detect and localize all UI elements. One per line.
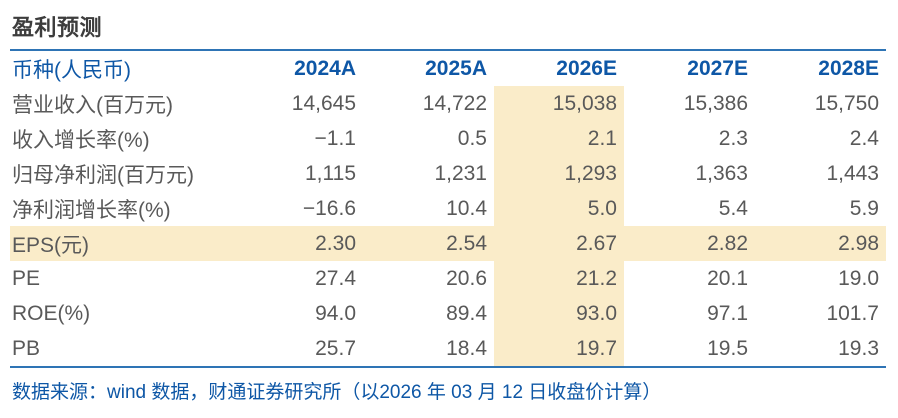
table-cell: 20.1 [707,266,748,290]
table-cell: 20.6 [446,266,487,290]
table-cell: 2.4 [849,126,879,150]
table-cell: 2.30 [232,226,363,261]
table-cell-highlighted: 15,038 [494,86,624,121]
header-currency-label: 币种(人民币) [12,58,131,82]
table-cell: 5.4 [718,196,748,220]
table-cell: 27.4 [315,266,356,290]
page-title: 盈利预测 [12,15,103,40]
table-cell: 19.0 [838,266,879,290]
top-divider [10,49,886,51]
column-header-2024a: 2024A [294,56,356,80]
column-header-2026e: 2026E [556,56,617,80]
bottom-divider [10,366,886,368]
table-cell: 14,645 [291,91,356,115]
table-cell: 1,363 [695,161,748,185]
table-cell-highlighted: 2.67 [494,226,624,261]
table-header-row: 币种(人民币) 2024A 2025A 2026E 2027E 2028E [10,51,886,86]
row-label: 营业收入(百万元) [12,93,173,117]
table-cell-highlighted: 93.0 [494,296,624,331]
table-cell-highlighted: 19.7 [494,331,624,366]
table-cell: −1.1 [314,126,356,150]
table-row-pe: PE 27.4 20.6 21.2 20.1 19.0 [10,261,886,296]
column-header-2028e: 2028E [818,56,879,80]
table-cell-highlighted: 2.1 [494,121,624,156]
table-cell: 101.7 [826,301,879,325]
table-row-net-profit: 归母净利润(百万元) 1,115 1,231 1,293 1,363 1,443 [10,156,886,191]
table-cell: 18.4 [446,336,487,360]
table-cell: 25.7 [315,336,356,360]
table-cell: 15,386 [683,91,748,115]
table-cell: 15,750 [814,91,879,115]
table-row-net-profit-growth: 净利润增长率(%) −16.6 10.4 5.0 5.4 5.9 [10,191,886,226]
table-cell: 97.1 [707,301,748,325]
report-snippet: 盈利预测 币种(人民币) 2024A 2025A 2026E 2027E 202… [10,15,886,403]
table-cell-highlighted: 21.2 [494,261,624,296]
table-cell: 94.0 [315,301,356,325]
table-cell: 19.5 [707,336,748,360]
data-source-note: 数据来源：wind 数据，财通证券研究所（以2026 年 03 月 12 日收盘… [12,382,662,403]
table-cell: 1,443 [826,161,879,185]
table-cell-highlighted: 1,293 [494,156,624,191]
column-header-2027e: 2027E [687,56,748,80]
table-cell: 2.98 [755,226,886,261]
table-cell: 2.54 [363,226,494,261]
table-row-roe: ROE(%) 94.0 89.4 93.0 97.1 101.7 [10,296,886,331]
table-cell-highlighted: 5.0 [494,191,624,226]
table-cell: 1,115 [305,161,356,185]
row-label: EPS(元) [10,226,232,261]
table-cell: 2.3 [718,126,748,150]
table-cell: 5.9 [849,196,879,220]
table-row-eps: EPS(元) 2.30 2.54 2.67 2.82 2.98 [10,226,886,261]
table-row-revenue: 营业收入(百万元) 14,645 14,722 15,038 15,386 15… [10,86,886,121]
table-cell: 2.82 [624,226,755,261]
row-label: 净利润增长率(%) [12,198,171,222]
table-cell: 1,231 [434,161,487,185]
table-cell: 14,722 [422,91,487,115]
forecast-table: 币种(人民币) 2024A 2025A 2026E 2027E 2028E 营业… [10,51,886,366]
table-row-revenue-growth: 收入增长率(%) −1.1 0.5 2.1 2.3 2.4 [10,121,886,156]
row-label: PB [12,336,41,360]
row-label: ROE(%) [12,301,91,325]
row-label: 归母净利润(百万元) [12,163,194,187]
row-label: 收入增长率(%) [12,128,150,152]
table-cell: −16.6 [302,196,356,220]
table-cell: 19.3 [838,336,879,360]
table-cell: 10.4 [446,196,487,220]
table-row-pb: PB 25.7 18.4 19.7 19.5 19.3 [10,331,886,366]
column-header-2025a: 2025A [425,56,487,80]
table-cell: 0.5 [457,126,487,150]
table-cell: 89.4 [446,301,487,325]
row-label: PE [12,266,41,290]
